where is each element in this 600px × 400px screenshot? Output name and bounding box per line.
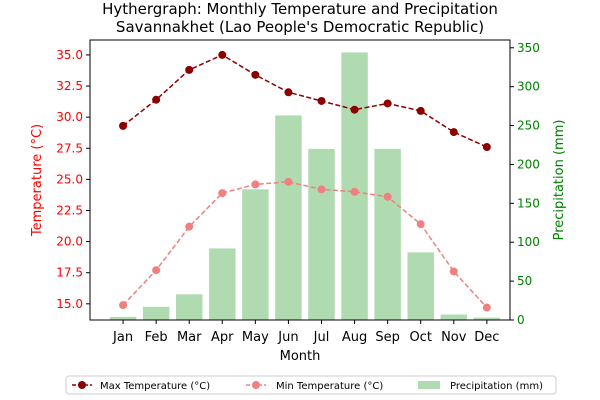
series-line-max [122, 54, 488, 148]
precipitation-bar-feb [142, 306, 170, 320]
point-min-mar [185, 222, 194, 231]
left-tick-label: 32.5 [56, 79, 83, 93]
right-tick-label: 100 [517, 235, 540, 249]
precipitation-bar-jan [109, 316, 137, 320]
point-min-apr [218, 189, 227, 198]
x-tick-label-jul: Jul [313, 330, 330, 345]
point-max-dec [482, 143, 491, 152]
left-tick-label: 22.5 [56, 203, 83, 217]
point-max-jul [317, 96, 326, 105]
x-tick-label-mar: Mar [177, 330, 202, 345]
point-min-sep [383, 192, 392, 201]
right-tick-label: 50 [517, 274, 532, 288]
x-axis-label: Month [280, 349, 321, 364]
chart-title: Hythergraph: Monthly Temperature and Pre… [102, 0, 498, 18]
y-axis-label-right: Precipitation (mm) [552, 120, 567, 241]
precipitation-bar-jul [308, 148, 335, 320]
point-max-apr [218, 50, 227, 59]
legend-marker-min [252, 381, 260, 389]
point-max-aug [350, 105, 359, 114]
precipitation-bar-sep [374, 148, 401, 320]
x-tick-label-nov: Nov [441, 330, 467, 345]
y-axis-label-left: Temperature (°C) [30, 124, 45, 237]
point-min-jul [317, 185, 326, 194]
month-axis: Jan Feb Mar Apr May Jun Jul Aug Sep Oct Nov Dec [112, 320, 499, 345]
precipitation-bar-mar [175, 294, 203, 320]
precipitation-bar-apr [209, 248, 236, 320]
legend-label-max: Max Temperature (°C) [100, 381, 210, 392]
point-max-feb [152, 95, 161, 104]
precipitation-bar-oct [407, 252, 434, 320]
point-min-jun [284, 177, 293, 186]
left-tick-label: 30.0 [56, 110, 83, 124]
x-tick-label-may: May [242, 330, 269, 345]
legend-swatch-precip [418, 381, 440, 389]
temperature-lines [119, 50, 491, 312]
x-tick-label-jan: Jan [112, 330, 133, 345]
left-tick-label: 20.0 [56, 235, 83, 249]
right-tick-label: 250 [517, 119, 540, 133]
x-tick-label-sep: Sep [375, 330, 400, 345]
chart-subtitle: Savannakhet (Lao People's Democratic Rep… [116, 18, 484, 36]
left-temperature-axis: 15.0 17.5 20.0 22.5 25.0 27.5 30.0 32.5 35.0 [56, 48, 90, 311]
series-line-min [122, 181, 488, 309]
x-tick-label-dec: Dec [474, 330, 499, 345]
right-tick-label: 300 [517, 80, 540, 94]
point-max-jun [284, 88, 293, 97]
right-tick-label: 150 [517, 196, 540, 210]
point-min-jan [119, 301, 128, 310]
legend: Max Temperature (°C) Min Temperature (°C… [65, 375, 557, 395]
point-max-may [251, 70, 260, 79]
precipitation-bars [109, 52, 501, 320]
left-tick-label: 25.0 [56, 172, 83, 186]
left-tick-label: 17.5 [56, 266, 83, 280]
point-min-may [251, 180, 260, 189]
point-max-nov [449, 128, 458, 137]
legend-frame [65, 375, 557, 395]
right-tick-label: 0 [517, 313, 525, 327]
precipitation-bar-jun [275, 115, 302, 320]
legend-marker-max [78, 381, 86, 389]
point-min-nov [449, 267, 458, 276]
point-min-oct [416, 220, 425, 229]
x-tick-label-aug: Aug [342, 330, 367, 345]
legend-label-min: Min Temperature (°C) [276, 381, 383, 392]
point-max-mar [185, 65, 194, 74]
x-tick-label-oct: Oct [409, 330, 431, 345]
plot-frame [89, 39, 511, 321]
x-tick-label-feb: Feb [145, 330, 168, 345]
precipitation-bar-nov [440, 314, 468, 320]
point-max-oct [416, 106, 425, 115]
right-tick-label: 350 [517, 41, 540, 55]
left-tick-label: 35.0 [56, 48, 83, 62]
right-precipitation-axis: 0 50 100 150 200 250 300 350 [510, 41, 540, 327]
point-min-dec [482, 303, 491, 312]
precipitation-bar-dec [473, 317, 501, 320]
point-max-jan [119, 121, 128, 130]
precipitation-bar-may [242, 189, 269, 320]
precipitation-bar-aug [341, 52, 368, 320]
x-tick-label-jun: Jun [277, 330, 298, 345]
point-min-aug [350, 187, 359, 196]
left-tick-label: 27.5 [56, 141, 83, 155]
point-min-feb [152, 266, 161, 275]
left-tick-label: 15.0 [56, 297, 83, 311]
legend-label-precip: Precipitation (mm) [450, 381, 543, 392]
x-tick-label-apr: Apr [211, 330, 234, 345]
point-max-sep [383, 99, 392, 108]
right-tick-label: 200 [517, 157, 540, 171]
